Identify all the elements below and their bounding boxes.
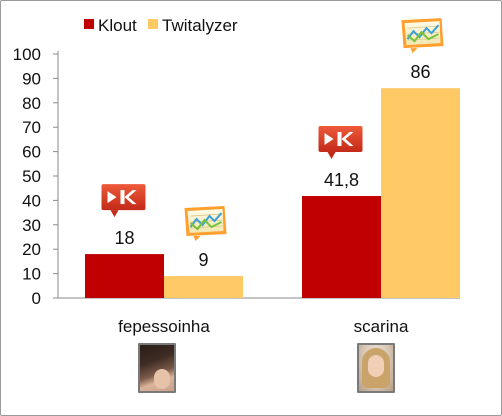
y-tick-label: 90 [22, 69, 41, 88]
data-label-klout-scarina: 41,8 [324, 170, 359, 190]
y-tick-label: 40 [22, 191, 41, 210]
y-tick-label: 0 [32, 289, 41, 308]
bar-twitalyzer-scarina [381, 88, 460, 298]
y-tick-label: 30 [22, 216, 41, 235]
klout-logo-icon [318, 126, 363, 160]
bar-twitalyzer-fepessoinha [164, 276, 243, 298]
y-tick-label: 10 [22, 265, 41, 284]
y-tick-label: 100 [13, 45, 41, 64]
y-tick-label: 20 [22, 240, 41, 259]
bar-klout-scarina [302, 196, 381, 298]
y-tick-label: 80 [22, 94, 41, 113]
scarina-avatar [357, 343, 395, 393]
klout-logo-icon [101, 184, 146, 218]
legend-label-twitalyzer: Twitalyzer [162, 16, 238, 35]
data-label-twitalyzer-scarina: 86 [410, 62, 430, 82]
y-tick-label: 50 [22, 167, 41, 186]
data-label-twitalyzer-fepessoinha: 9 [198, 250, 208, 270]
twitalyzer-chart-icon [400, 17, 445, 55]
y-tick-label: 70 [22, 118, 41, 137]
legend-label-klout: Klout [98, 16, 137, 35]
fepessoinha-avatar [138, 343, 176, 393]
y-tick-label: 60 [22, 143, 41, 162]
data-label-klout-fepessoinha: 18 [114, 228, 134, 248]
twitalyzer-chart-icon [183, 205, 228, 243]
legend-swatch-klout [84, 19, 94, 29]
category-label: fepessoinha [118, 317, 210, 336]
bar-klout-fepessoinha [85, 254, 164, 298]
legend-swatch-twitalyzer [148, 19, 158, 29]
category-label: scarina [354, 317, 409, 336]
